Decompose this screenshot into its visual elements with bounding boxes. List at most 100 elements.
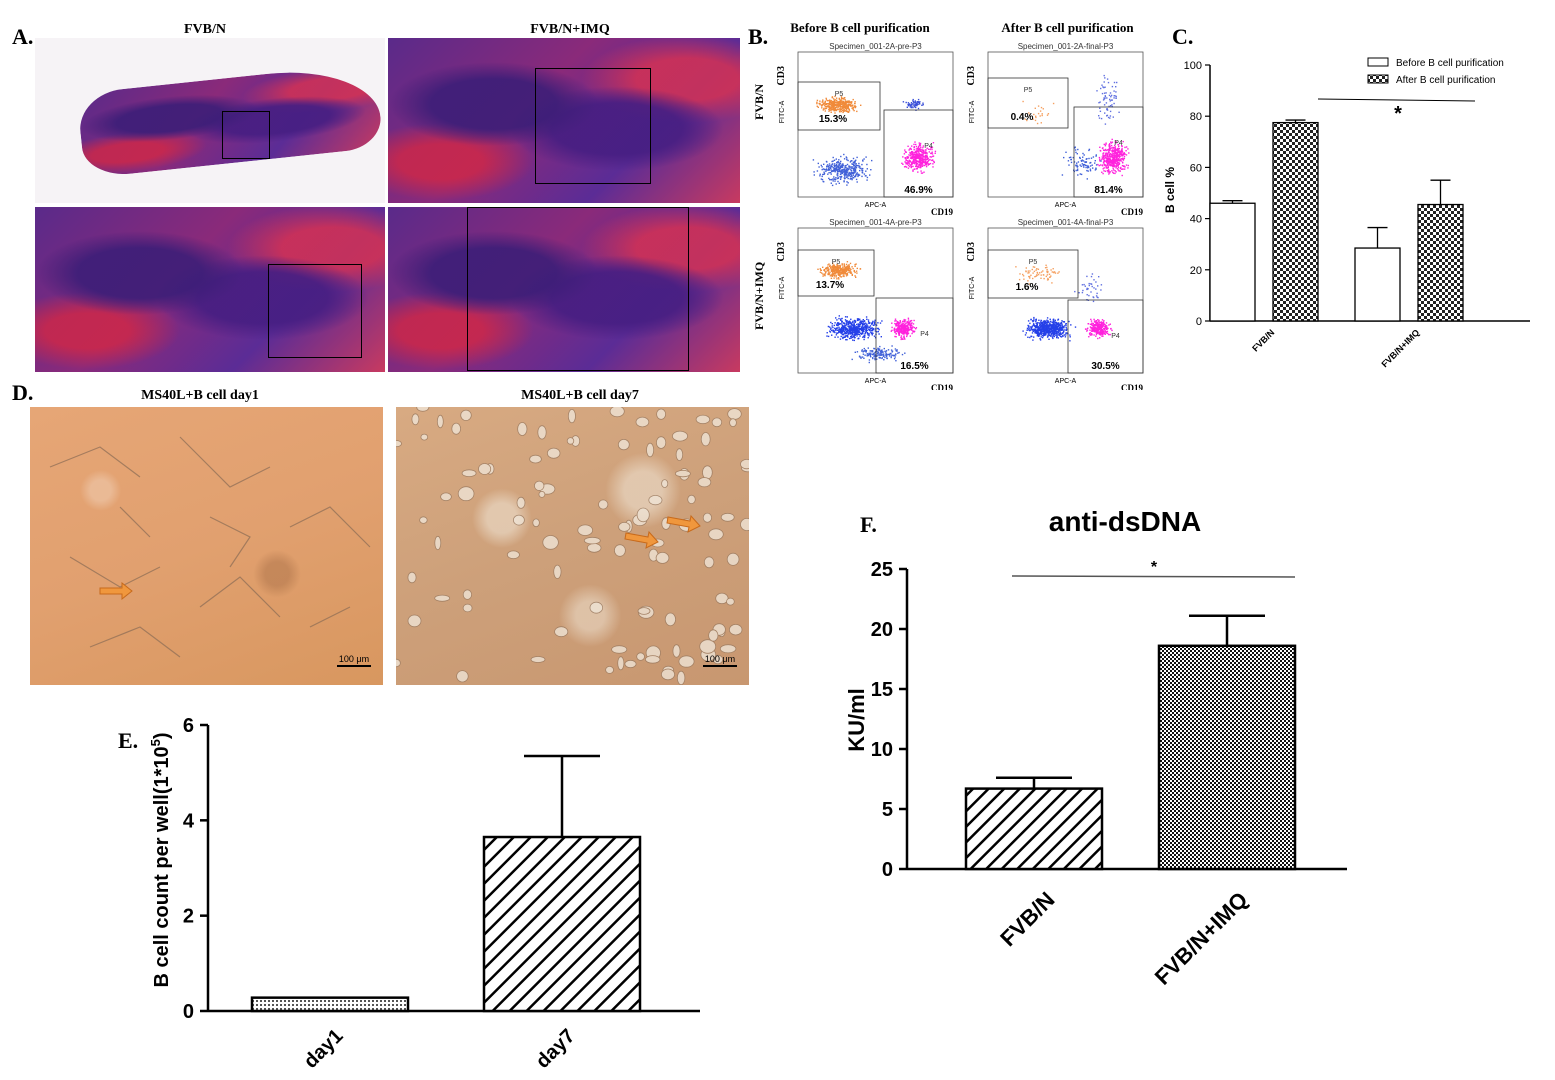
panel-e-letter: E.: [118, 728, 139, 753]
panel-b-letter: B.: [748, 24, 769, 49]
x-tick-label: FVB/N: [1250, 327, 1276, 353]
y-axis-label: B cell %: [1163, 167, 1177, 213]
y-tick-label: 0: [882, 859, 893, 881]
gate-p5-label: P5: [1029, 259, 1038, 266]
histology-fvbn-zoom: [35, 207, 385, 372]
bar: [250, 996, 410, 1013]
facs-plot: Specimen_001-2A-pre-P3 P5 P4 15.3% 46.9% CD3 F…: [776, 42, 953, 217]
x-tick-label: day7: [532, 1025, 580, 1073]
legend-swatch: [1367, 57, 1389, 67]
gate-p5-percent: 15.3%: [819, 114, 847, 125]
gate-p5-label: P5: [1024, 87, 1033, 94]
gate-p4-percent: 46.9%: [904, 185, 932, 196]
bar: [482, 835, 642, 1013]
bar: [964, 787, 1104, 871]
micrograph-day7: 100 μm: [396, 407, 749, 685]
facs-plot: Specimen_001-4A-final-P3 P5 P4 1.6% 30.5% CD3…: [966, 218, 1143, 390]
y-tick-label: 20: [871, 619, 893, 641]
gate-p5-percent: 0.4%: [1011, 112, 1034, 123]
orange-arrow-icon: [666, 514, 701, 533]
gate-p4-label: P4: [920, 331, 929, 338]
gate-p4-label: P4: [924, 143, 933, 150]
y-tick-label: 25: [871, 559, 893, 581]
y-tick-label: 5: [882, 799, 893, 821]
bar: [1417, 203, 1464, 322]
axis-y-small: FITC-A: [779, 276, 786, 299]
legend-swatch: [1367, 74, 1389, 84]
legend-label: After B cell purification: [1396, 75, 1496, 86]
chart-title: anti-dsDNA: [1049, 506, 1201, 537]
orange-arrow-icon: [99, 581, 133, 601]
panel-d-title-right: MS40L+B cell day7: [521, 388, 639, 403]
axis-x-small: APC-A: [865, 202, 887, 209]
gate-p4-percent: 16.5%: [900, 361, 928, 372]
axis-y-label: CD3: [966, 242, 977, 261]
chart-c-annotation: *: [1394, 103, 1402, 125]
zoom-box: [535, 68, 651, 184]
panel-a-title-left: FVB/N: [184, 22, 226, 37]
specimen-label: Specimen_001-2A-pre-P3: [829, 42, 922, 51]
gate-p5-label: P5: [835, 91, 844, 98]
chart-e: 0 2 4 6 B cell count per well(1*105) day1 day7: [148, 715, 700, 1073]
gate-p4-percent: 30.5%: [1091, 361, 1119, 372]
gate-p5-label: P5: [832, 259, 841, 266]
legend-label: Before B cell purification: [1396, 58, 1504, 69]
x-tick-label: day1: [300, 1025, 348, 1073]
axis-y-small: FITC-A: [779, 100, 786, 123]
zoom-box: [222, 111, 270, 159]
facs-plots: Specimen_001-2A-pre-P3 P5 P4 15.3% 46.9% CD3 F…: [776, 42, 1143, 390]
y-tick-label: 6: [183, 715, 194, 737]
chart-f: anti-dsDNA 0 5 10 15 20 25 KU/ml FVB/N FVB/N+IMQ *: [844, 506, 1347, 990]
facs-plot: Specimen_001-2A-final-P3 P5 P4 0.4% 81.4% CD3…: [966, 42, 1143, 217]
y-tick-label: 4: [183, 810, 195, 832]
gate-p4-percent: 81.4%: [1094, 185, 1122, 196]
axis-y-label: CD3: [776, 242, 787, 261]
panel-d-letter: D.: [12, 380, 34, 405]
y-tick-label: 2: [183, 906, 194, 928]
panel-f-letter: F.: [860, 512, 877, 537]
axis-x-label: CD19: [931, 383, 953, 390]
axis-x-small: APC-A: [1055, 202, 1077, 209]
significance-star: *: [1151, 559, 1158, 576]
axis-x-label: CD19: [1121, 383, 1143, 390]
gate-p5-percent: 1.6%: [1016, 282, 1039, 293]
orange-arrow-icon: [624, 530, 659, 549]
panel-b-title-after: After B cell purification: [1001, 20, 1134, 35]
bar: [1354, 247, 1401, 322]
histology-imq-overview: [388, 38, 740, 203]
axis-x-small: APC-A: [1055, 378, 1077, 385]
panel-b-title-before: Before B cell purification: [790, 20, 930, 35]
y-tick-label: 20: [1190, 265, 1202, 277]
scalebar-day1: 100 μm: [337, 654, 371, 667]
histology-imq-zoom: [388, 207, 740, 372]
panel-c-letter: C.: [1172, 24, 1194, 49]
y-tick-label: 15: [871, 679, 893, 701]
axis-y-label: CD3: [776, 66, 787, 85]
y-tick-label: 100: [1184, 60, 1202, 72]
histology-fvbn-overview: [35, 38, 385, 203]
bar: [1272, 121, 1319, 322]
specimen-label: Specimen_001-4A-final-P3: [1018, 218, 1114, 227]
panel-d-title-left: MS40L+B cell day1: [141, 388, 259, 403]
zoom-box: [268, 264, 362, 358]
y-tick-label: 80: [1190, 111, 1202, 123]
axis-x-label: CD19: [1121, 207, 1143, 217]
bar: [1209, 202, 1256, 322]
x-tick-label: FVB/N+IMQ: [1150, 887, 1253, 990]
facs-plot: Specimen_001-4A-pre-P3 P5 P4 13.7% 16.5% CD3 F…: [776, 218, 953, 390]
y-tick-label: 0: [1196, 316, 1202, 328]
micrograph-day1: 100 μm: [30, 407, 383, 685]
y-axis-label: KU/ml: [844, 688, 869, 752]
gate-p4-label: P4: [1114, 140, 1123, 147]
gate-p5-percent: 13.7%: [816, 280, 844, 291]
zoom-box: [467, 207, 689, 371]
bar: [1157, 644, 1297, 871]
panel-a-letter: A.: [12, 24, 34, 49]
specimen-label: Specimen_001-2A-final-P3: [1018, 42, 1114, 51]
axis-y-label: CD3: [966, 66, 977, 85]
y-tick-label: 0: [183, 1001, 194, 1023]
scalebar-day7: 100 μm: [703, 654, 737, 667]
x-tick-label: FVB/N+IMQ: [1380, 327, 1422, 369]
x-tick-label: FVB/N: [995, 887, 1059, 951]
axis-x-label: CD19: [931, 207, 953, 217]
